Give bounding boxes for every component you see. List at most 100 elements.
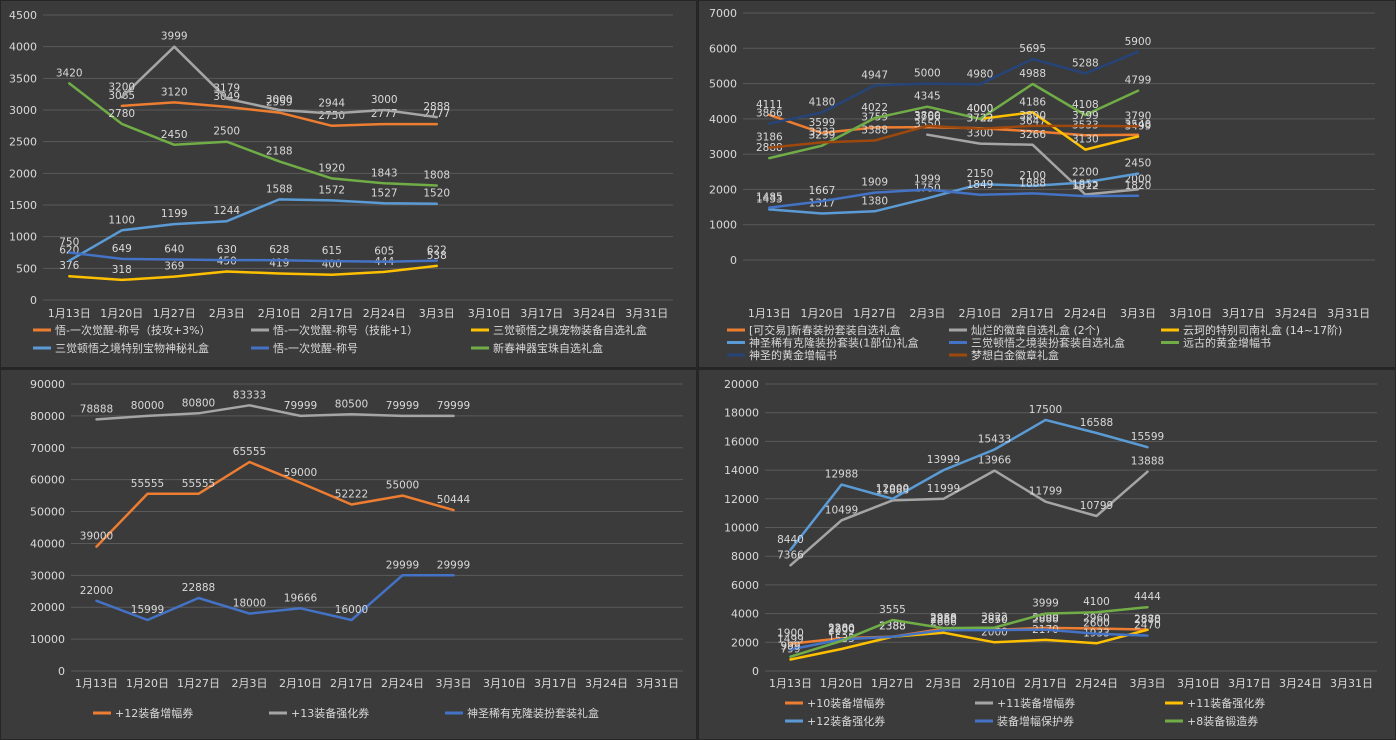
data-label: 1820 (1125, 180, 1152, 192)
legend-item: 装备增幅保护券 (975, 714, 1074, 728)
data-label: 538 (427, 250, 447, 262)
series-line-3 (789, 628, 1149, 661)
y-tick-label: 60000 (30, 474, 65, 487)
data-label: 5695 (1019, 43, 1046, 55)
legend-label: 神圣稀有克隆装扮套装礼盒 (467, 706, 599, 720)
x-tick-label: 3月24日 (1275, 307, 1318, 320)
data-label: 3790 (1125, 110, 1152, 122)
y-tick-label: 2000 (731, 636, 759, 649)
legend-item: +10装备增幅券 (785, 696, 885, 710)
data-label: 29999 (437, 559, 470, 571)
data-label: 10499 (825, 504, 858, 516)
x-tick-label: 3月31日 (636, 677, 679, 690)
y-tick-label: 10000 (724, 522, 759, 535)
legend-label: 云珂的特别司南礼盒 (14~17阶) (1183, 323, 1342, 337)
y-tick-label: 0 (30, 294, 37, 307)
data-label: 2600 (1083, 618, 1110, 630)
data-label: 4345 (914, 91, 941, 103)
legend-label: 梦想白金徽章礼盒 (971, 348, 1059, 362)
data-label: 2870 (981, 614, 1008, 626)
y-tick-label: 3000 (9, 104, 37, 117)
data-label: 65555 (233, 446, 266, 458)
x-tick-label: 1月27日 (153, 307, 196, 320)
data-label: 1199 (161, 208, 188, 220)
data-label: 2280 (828, 622, 855, 634)
data-label: 3766 (914, 111, 941, 123)
x-tick-label: 3月10日 (1177, 677, 1220, 690)
y-tick-label: 90000 (30, 378, 65, 391)
data-label: 11799 (1029, 486, 1062, 498)
data-label: 1572 (318, 184, 345, 196)
data-label: 3266 (1019, 129, 1046, 141)
legend-label: 三觉顿悟之境特别宝物神秘礼盒 (55, 341, 209, 355)
line-chart-2: 0 1000 2000 3000 4000 5000 6000 7000 1月13日 1月20日 1… (709, 7, 1375, 362)
y-tick-label: 40000 (30, 537, 65, 550)
y-tick-label: 1500 (9, 199, 37, 212)
data-label: 3800 (1019, 110, 1046, 122)
line-chart-3: 0 10000 20000 30000 40000 50000 60000 70000 8000… (30, 378, 683, 720)
data-label: 3555 (879, 604, 906, 616)
x-tick-label: 2月24日 (1075, 677, 1118, 690)
y-tick-label: 16000 (724, 435, 759, 448)
data-label: 622 (427, 245, 447, 257)
x-tick-label: 1月20日 (100, 307, 143, 320)
y-tick-label: 1000 (9, 231, 37, 244)
data-label: 52222 (335, 488, 368, 500)
data-label: 2959 (266, 97, 293, 109)
data-label: 17500 (1029, 404, 1062, 416)
x-tick-label: 1月13日 (748, 307, 791, 320)
x-tick-label: 2月24日 (381, 677, 424, 690)
legend-item: 灿烂的徽章自选礼盒 (2个) (949, 323, 1100, 337)
y-tick-label: 3000 (709, 148, 737, 161)
data-label: 1812 (1072, 180, 1099, 192)
data-label: 4111 (756, 99, 783, 111)
data-label: 1909 (861, 177, 888, 189)
x-tick-label: 3月24日 (573, 307, 616, 320)
x-tick-label: 3月10日 (483, 677, 526, 690)
legend-item: 云珂的特别司南礼盒 (14~17阶) (1161, 323, 1342, 337)
data-label: 13999 (927, 454, 960, 466)
data-label: 376 (59, 260, 79, 272)
data-label: 83333 (233, 389, 266, 401)
data-label: 1499 (777, 633, 804, 645)
data-label: 2470 (1134, 620, 1161, 632)
data-label: 2950 (930, 613, 957, 625)
line-chart-4: 0 2000 4000 6000 8000 10000 12000 14000 16000 180… (724, 378, 1377, 728)
y-tick-label: 3500 (9, 72, 37, 85)
x-tick-label: 1月20日 (126, 677, 169, 690)
data-label: 3179 (213, 83, 240, 95)
legend-item: 新春神器宝珠自选礼盒 (471, 341, 603, 355)
data-label: 1520 (423, 188, 450, 200)
data-label: 80500 (335, 398, 368, 410)
series-line-1 (120, 101, 439, 128)
legend-item: 悟-一次觉醒-称号（技能+1） (251, 323, 418, 337)
legend-label: +10装备增幅券 (807, 696, 885, 710)
series-line-1 (95, 460, 455, 548)
y-tick-label: 4000 (9, 41, 37, 54)
x-tick-label: 1月13日 (75, 677, 118, 690)
data-label: 2500 (213, 126, 240, 138)
series-line-3 (95, 574, 455, 622)
data-label: 1380 (861, 195, 888, 207)
legend-item: 神圣的黄金增幅书 (727, 348, 837, 362)
data-label: 1667 (809, 185, 836, 197)
y-tick-label: 6000 (709, 42, 737, 55)
data-label: 13966 (978, 455, 1012, 467)
data-label: 4947 (861, 69, 888, 81)
data-label: 2780 (108, 108, 135, 120)
y-tick-label: 50000 (30, 506, 65, 519)
data-label: 7366 (777, 549, 804, 561)
x-tick-label: 3月24日 (585, 677, 628, 690)
data-label: 3420 (56, 67, 83, 79)
data-label: 22000 (80, 585, 113, 597)
data-label: 2850 (981, 614, 1008, 626)
legend-label: 远古的黄金增幅书 (1183, 336, 1271, 350)
data-label: 3300 (967, 128, 994, 140)
data-label: 1808 (423, 169, 450, 181)
y-tick-label: 2500 (9, 136, 37, 149)
series-line-7 (768, 50, 1140, 125)
data-label: 3800 (914, 110, 941, 122)
data-label: 2150 (967, 168, 994, 180)
chart-panel-top-left: 0 500 1000 1500 2000 2500 3000 3500 4000 4500 1月13… (1, 1, 696, 367)
x-tick-label: 2月10日 (279, 677, 322, 690)
